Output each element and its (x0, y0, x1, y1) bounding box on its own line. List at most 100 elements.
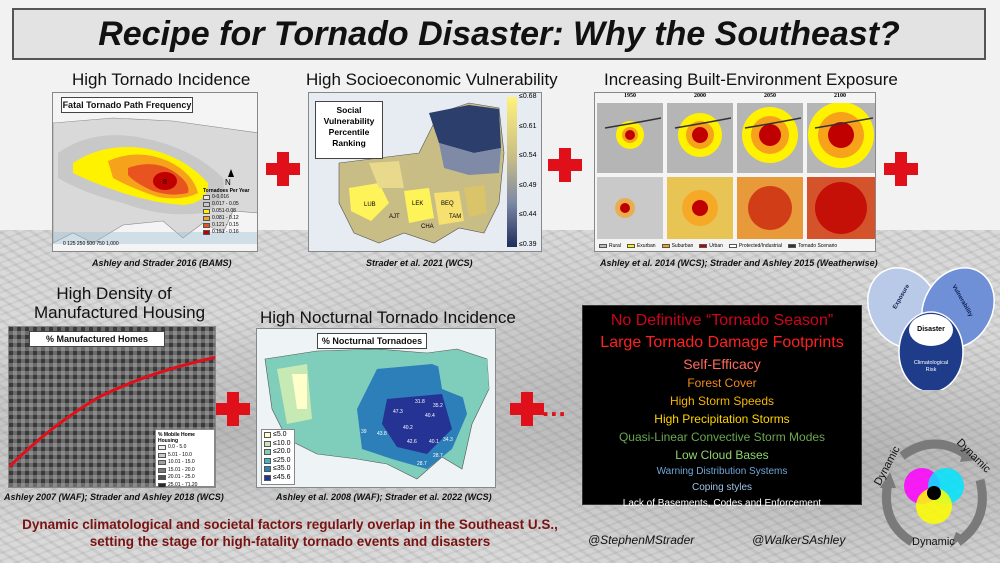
built-env-years: 1950 2000 2050 2100 (595, 93, 875, 103)
colorbar-tick-label: ≤0.61 (519, 122, 537, 130)
region-value: 34.3 (443, 437, 453, 443)
legend-swatch (599, 244, 607, 248)
factors-list: No Definitive “Tornado Season” Large Torn… (582, 305, 862, 509)
socioeconomic-map-label: Social Vulnerability Percentile Ranking (315, 101, 383, 159)
legend-label: 0.121 - 0.15 (212, 222, 239, 228)
legend-swatch (203, 223, 210, 228)
legend-swatch (661, 244, 670, 248)
legend-swatch (728, 244, 737, 248)
panel-title-socioeconomic: High Socioeconomic Vulnerability (306, 70, 558, 89)
disaster-venn-diagram: Exposure Vulnerability Disaster Climatol… (866, 260, 996, 393)
plus-icon (884, 152, 918, 186)
region-value: 47.3 (393, 409, 403, 415)
factor-item: Warning Distribution Systems (656, 466, 788, 477)
venn-climatological-line2: Risk (925, 367, 937, 373)
region-value: 43.8 (377, 431, 387, 437)
legend-swatch (158, 482, 166, 487)
legend-label: 0.151 - 0.16 (212, 229, 239, 235)
region-value: 39 (361, 429, 367, 435)
legend-label: ≤5.0 (273, 431, 287, 438)
legend-swatch (158, 445, 166, 451)
legend-item: ≤35.0 (264, 465, 292, 474)
colorbar-tick-label: ≤0.49 (519, 181, 537, 189)
legend-item: Tornado Scenario (787, 241, 837, 251)
factor-item: High Precipitation Storms (654, 412, 790, 426)
legend-label: ≤20.0 (273, 448, 291, 455)
factor-item: Forest Cover (687, 376, 757, 390)
region-value: 40.4 (425, 413, 435, 419)
region-value: 31.8 (415, 399, 425, 405)
svg-text:TAM: TAM (449, 214, 461, 220)
built-env-legend: Rural Exurban Suburban Urban Protected/Indus… (599, 241, 875, 251)
region-value: 28.7 (433, 453, 443, 459)
tornado-incidence-map: 8 N Fatal Tornado Path Frequency Tornado… (52, 92, 258, 252)
factor-item: Self-Efficacy (683, 356, 761, 372)
region-value: 40.1 (429, 439, 439, 445)
panel-title-tornado-incidence: High Tornado Incidence (72, 70, 251, 89)
legend-swatch (626, 244, 635, 248)
legend-label: 0.081 - 0.12 (212, 215, 239, 221)
factor-item: No Definitive “Tornado Season” (610, 312, 834, 329)
caption-manufactured-housing: Ashley 2007 (WAF); Strader and Ashley 20… (4, 492, 224, 502)
tornado-incidence-legend-title: Tornadoes Per Year (203, 188, 250, 194)
plus-icon (266, 152, 300, 186)
nocturnal-legend: ≤5.0 ≤10.0 ≤20.0 ≤25.0 ≤35.0 ≤45.6 (261, 429, 295, 485)
legend-swatch (203, 202, 210, 207)
region-value: 35.2 (433, 403, 443, 409)
legend-label: ≤10.0 (273, 439, 291, 447)
legend-swatch (158, 460, 166, 466)
legend-swatch (787, 244, 796, 248)
legend-item: 0-0.016 (203, 194, 257, 201)
legend-item: 20.01 - 25.0 (158, 474, 212, 482)
legend-item: 0.081 - 0.12 (203, 215, 257, 222)
legend-item: ≤10.0 (264, 440, 292, 449)
legend-item: 0.051-0.08 (203, 208, 257, 215)
legend-item: ≤20.0 (264, 448, 292, 457)
legend-label: Protected/Industrial (738, 243, 782, 249)
factor-item: Coping styles (691, 482, 753, 493)
legend-item: 25.01 - 71.20 (158, 481, 212, 488)
year-label: 2100 (834, 93, 846, 99)
legend-swatch (264, 466, 271, 473)
manufactured-legend: % Mobile Home Housing 0.0 - 5.0 5.01 - 10… (155, 429, 215, 487)
ellipsis: ... (542, 392, 567, 422)
socioeconomic-map: LUB LEK BEQ TAM AJT CHA Social Vulnerabi… (308, 92, 542, 252)
dynamic-cycle-diagram: Dynamic Dynamic Dynamic (872, 430, 998, 558)
region-value: 40.2 (403, 425, 413, 431)
legend-swatch (158, 452, 166, 458)
summary-statement: Dynamic climatological and societal fact… (22, 517, 558, 549)
manufactured-legend-title: % Mobile Home Housing (158, 432, 195, 444)
colorbar-tick-label: ≤0.68 (519, 93, 537, 100)
manufactured-title-line2: Manufactured Housing (34, 303, 206, 322)
cycle-label-bottom: Dynamic (912, 536, 955, 548)
svg-text:BEQ: BEQ (441, 201, 454, 207)
region-value: 42.6 (407, 439, 417, 445)
legend-label: 10.01 - 15.0 (168, 459, 195, 465)
legend-label: ≤25.0 (273, 456, 291, 464)
manufactured-housing-map: % Manufactured Homes % Mobile Home Housi… (8, 326, 216, 488)
legend-item: ≤45.6 (264, 474, 292, 483)
legend-label: 0.051-0.08 (212, 208, 236, 214)
svg-text:N: N (225, 178, 231, 187)
title-banner: Recipe for Tornado Disaster: Why the Sou… (12, 8, 986, 60)
legend-label: Exurban (636, 243, 656, 249)
legend-swatch (158, 467, 166, 473)
nocturnal-tornado-map: % Nocturnal Tornadoes 47.3 31.8 35.2 40.4 39… (256, 328, 496, 488)
legend-label: 0-0.016 (212, 194, 229, 200)
factor-item: Low Cloud Bases (675, 448, 769, 462)
colorbar-tick-label: ≤0.44 (519, 211, 537, 219)
legend-label: Rural (609, 243, 621, 249)
region-value: 28.7 (417, 461, 427, 467)
svg-text:8: 8 (163, 179, 167, 186)
legend-swatch (203, 195, 210, 200)
nocturnal-map-label: % Nocturnal Tornadoes (317, 333, 427, 349)
svi-label-line: Social (336, 105, 362, 115)
legend-label: ≤45.6 (273, 473, 291, 481)
handle-ashley: @WalkerSAshley (752, 533, 846, 547)
legend-swatch (264, 432, 271, 439)
panel-title-built-environment: Increasing Built-Environment Exposure (604, 70, 898, 89)
tornado-incidence-legend: Tornadoes Per Year 0-0.016 0.017 - 0.05 0.… (203, 188, 257, 236)
legend-label: 5.01 - 10.0 (168, 451, 192, 458)
svg-text:CHA: CHA (421, 224, 434, 230)
legend-label: 25.01 - 71.20 (168, 481, 198, 488)
